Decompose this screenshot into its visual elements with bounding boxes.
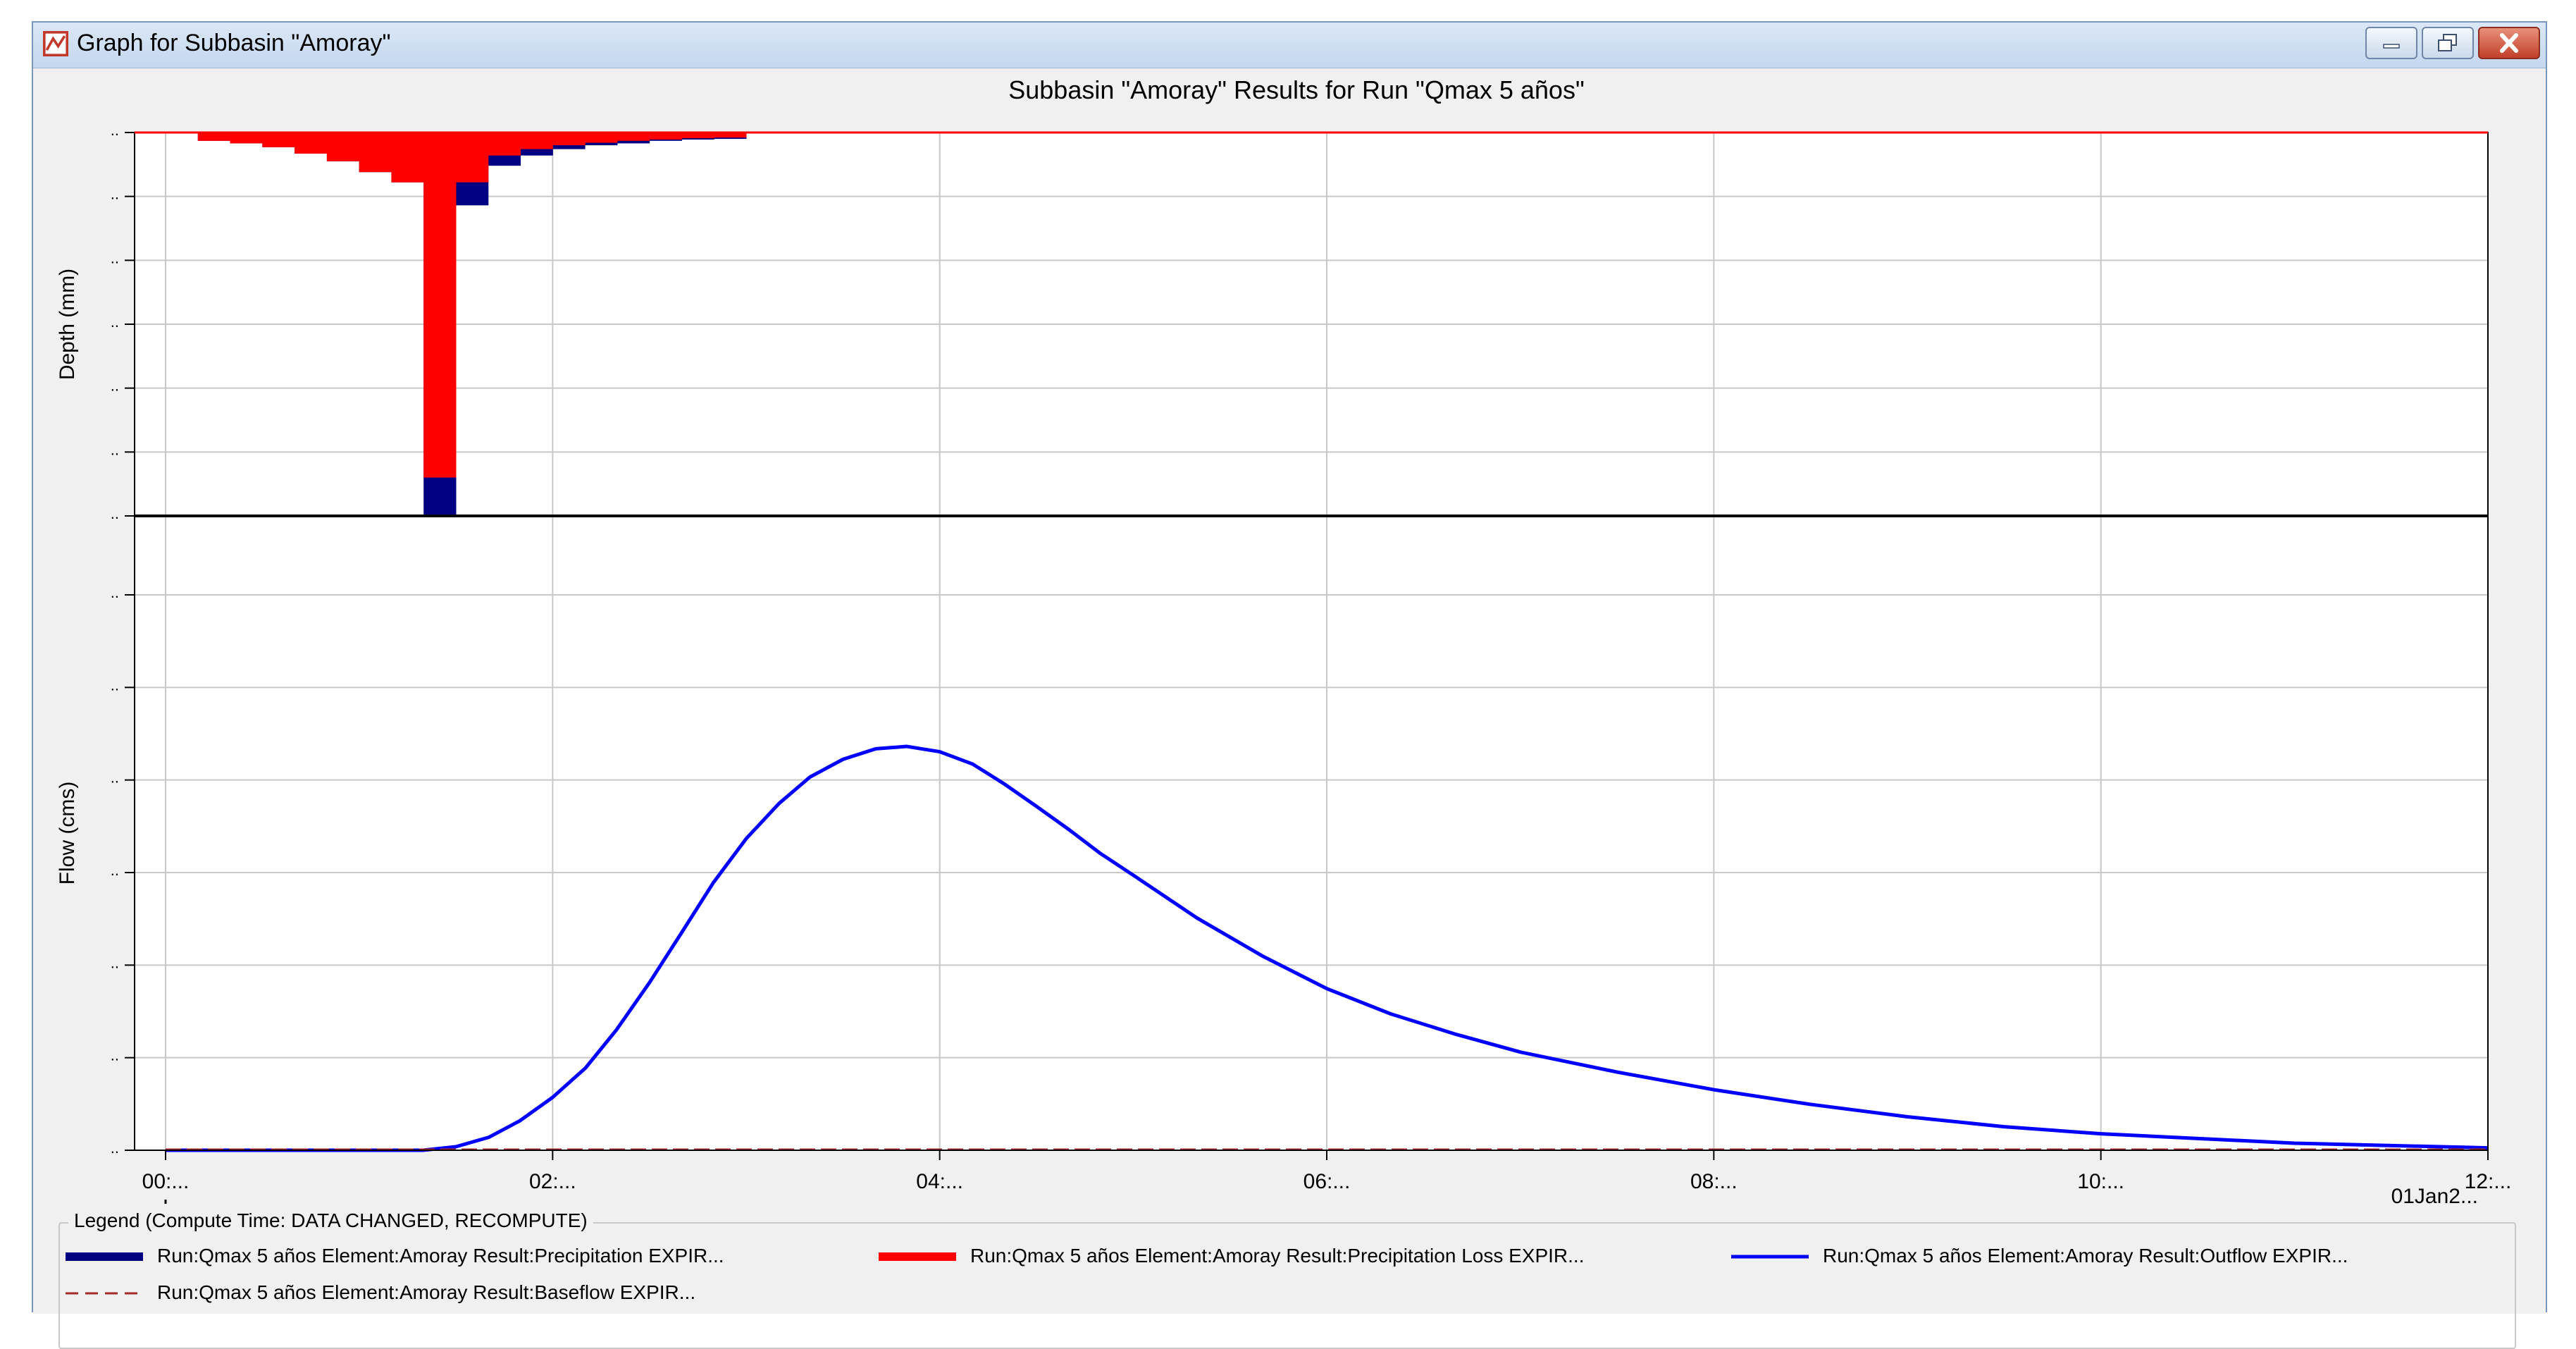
depth-bars (197, 133, 747, 516)
restore-button[interactable] (2422, 27, 2474, 59)
loss-bar (488, 133, 521, 156)
precipitation-swatch (66, 1252, 143, 1261)
depth-tick-label: .. (111, 249, 119, 266)
graph-window: Graph for Subbasin "Amoray" Subbasin "Am… (32, 21, 2547, 1349)
flow-tick-label: .. (111, 1047, 119, 1064)
legend-label-loss: Run:Qmax 5 años Element:Amoray Result:Pr… (970, 1245, 1585, 1267)
baseflow-swatch (66, 1292, 143, 1295)
tick-layer: 00:... 02:... 04:... 06:... 08:... 10:... 12:.… (111, 121, 2512, 1228)
depth-tick-label: .. (111, 313, 119, 331)
loss-bar (295, 133, 328, 154)
depth-tick-label: .. (111, 121, 119, 139)
graph-icon (43, 31, 68, 56)
depth-tick-label: .. (111, 505, 119, 522)
title-bar[interactable]: Graph for Subbasin "Amoray" (33, 23, 2546, 68)
flow-axis-label: Flow (cms) (56, 782, 79, 885)
restore-icon (2438, 34, 2457, 51)
depth-axis-label: Depth (mm) (56, 269, 79, 380)
plot-background (135, 133, 2488, 1150)
chart-area: Subbasin "Amoray" Results for Run "Qmax … (33, 69, 2546, 1349)
chart-title: Subbasin "Amoray" Results for Run "Qmax … (1008, 75, 1584, 104)
loss-bar (585, 133, 618, 143)
loss-bar (359, 133, 392, 173)
loss-bar (262, 133, 295, 147)
outflow-swatch (1731, 1255, 1809, 1259)
loss-swatch (879, 1252, 956, 1261)
loss-bar (423, 133, 457, 478)
depth-tick-label: .. (111, 377, 119, 395)
x-tick-label: 08:... (1690, 1170, 1738, 1193)
x-tick-label: 10:... (2077, 1170, 2124, 1193)
x-tick-label: 00:... (142, 1170, 190, 1193)
x-tick-label: 06:... (1304, 1170, 1351, 1193)
loss-bar (520, 133, 553, 149)
outflow-line (166, 744, 2489, 1152)
loss-bar (617, 133, 650, 141)
legend-item-outflow: Run:Qmax 5 años Element:Amoray Result:Ou… (1731, 1245, 2348, 1267)
minimize-button[interactable] (2365, 27, 2417, 59)
loss-bar (552, 133, 586, 146)
x-tick-label: 02:... (529, 1170, 576, 1193)
flow-tick-label: .. (111, 584, 119, 601)
legend-label-precipitation: Run:Qmax 5 años Element:Amoray Result:Pr… (157, 1245, 724, 1267)
depth-tick-label: .. (111, 441, 119, 458)
depth-tick-label: .. (111, 185, 119, 203)
close-button[interactable] (2478, 27, 2540, 59)
loss-bar (681, 133, 714, 139)
minimize-icon (2383, 44, 2400, 49)
chart-svg: Subbasin "Amoray" Results for Run "Qmax … (33, 69, 2546, 1228)
date-label: 01Jan2... (2391, 1185, 2478, 1204)
x-tick-label: 12:... (2465, 1170, 2512, 1193)
legend-item-baseflow: Run:Qmax 5 años Element:Amoray Result:Ba… (66, 1281, 695, 1304)
loss-bar (391, 133, 424, 183)
flow-tick-label: .. (111, 769, 119, 787)
loss-bar (456, 133, 489, 183)
loss-bar (197, 133, 231, 141)
window-title: Graph for Subbasin "Amoray" (77, 30, 391, 56)
flow-tick-label: .. (111, 954, 119, 971)
legend-item-precipitation: Run:Qmax 5 años Element:Amoray Result:Pr… (66, 1245, 724, 1267)
legend-label-baseflow: Run:Qmax 5 años Element:Amoray Result:Ba… (157, 1281, 696, 1303)
legend-label-outflow: Run:Qmax 5 años Element:Amoray Result:Ou… (1823, 1245, 2348, 1267)
close-icon (2500, 33, 2518, 53)
loss-bar (649, 133, 682, 140)
loss-bar (230, 133, 263, 144)
legend-title: Legend (Compute Time: DATA CHANGED, RECO… (68, 1209, 593, 1232)
loss-bar (326, 133, 360, 161)
flow-tick-label: .. (111, 861, 119, 879)
flow-tick-label: .. (111, 1139, 119, 1157)
legend-item-loss: Run:Qmax 5 años Element:Amoray Result:Pr… (879, 1245, 1585, 1267)
flow-tick-label: .. (111, 676, 119, 694)
x-tick-label: 04:... (916, 1170, 963, 1193)
loss-bar (714, 133, 747, 138)
